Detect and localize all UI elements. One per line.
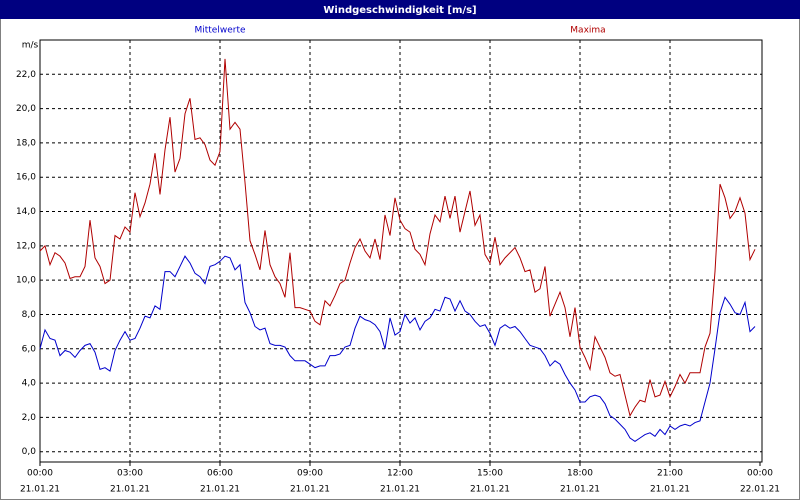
y-tick-label: 14,0 <box>16 207 36 217</box>
y-tick-label: 20,0 <box>16 104 36 114</box>
x-tick-label: 18:00 <box>567 469 593 479</box>
x-tick-date: 21.01.21 <box>110 485 150 495</box>
x-tick-date: 22.01.21 <box>740 485 780 495</box>
x-tick-label: 09:00 <box>297 469 323 479</box>
x-tick-label: 12:00 <box>387 469 413 479</box>
series-line <box>39 255 756 443</box>
y-tick-label: 22,0 <box>16 70 36 80</box>
x-tick-label: 21:00 <box>657 469 683 479</box>
series-line <box>39 58 756 418</box>
y-tick-label: 6,0 <box>22 344 37 354</box>
x-tick-date: 21.01.21 <box>290 485 330 495</box>
x-tick-date: 21.01.21 <box>20 485 60 495</box>
y-tick-label: 18,0 <box>16 138 36 148</box>
x-tick-label: 06:00 <box>207 469 233 479</box>
y-tick-label: 4,0 <box>22 379 37 389</box>
y-axis-label: m/s <box>22 41 39 51</box>
x-tick-label: 00:00 <box>747 469 773 479</box>
x-tick-date: 21.01.21 <box>470 485 510 495</box>
y-tick-label: 8,0 <box>22 310 37 320</box>
x-tick-label: 03:00 <box>117 469 143 479</box>
x-tick-label: 00:00 <box>27 469 53 479</box>
x-tick-label: 15:00 <box>477 469 503 479</box>
legend-label: Maxima <box>570 26 605 36</box>
y-tick-label: 12,0 <box>16 241 36 251</box>
x-tick-date: 21.01.21 <box>200 485 240 495</box>
x-tick-date: 21.01.21 <box>380 485 420 495</box>
x-tick-date: 21.01.21 <box>650 485 690 495</box>
y-tick-label: 10,0 <box>16 276 36 286</box>
chart-title: Windgeschwindigkeit [m/s] <box>323 5 476 16</box>
y-tick-label: 0,0 <box>22 447 37 457</box>
y-tick-label: 16,0 <box>16 173 36 183</box>
y-tick-label: 2,0 <box>22 413 37 423</box>
x-tick-date: 21.01.21 <box>560 485 600 495</box>
title-bar <box>0 0 800 19</box>
legend-label: Mittelwerte <box>194 26 245 36</box>
